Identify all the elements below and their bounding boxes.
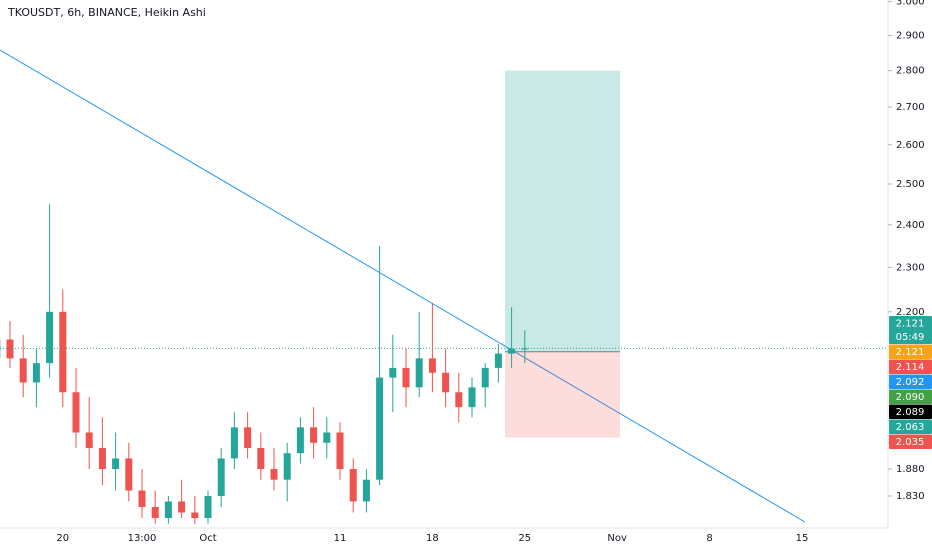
- y-tick-label: 2.300: [896, 262, 925, 273]
- chart-title: TKOUSDT, 6h, BINANCE, Heikin Ashi: [7, 6, 206, 19]
- trend-line: [0, 49, 806, 523]
- candle-body: [32, 363, 40, 383]
- price-tag-label: 2.063: [896, 422, 925, 433]
- candle-body: [481, 367, 489, 388]
- y-tick-label: 1.830: [896, 491, 925, 502]
- candle-body: [112, 458, 120, 470]
- candle-body: [296, 427, 304, 454]
- candle-body: [244, 427, 252, 448]
- candle-body: [98, 447, 106, 470]
- candle-body: [428, 358, 436, 373]
- candle-body: [283, 453, 291, 480]
- candle-body: [508, 348, 516, 354]
- y-tick-label: 2.600: [896, 140, 925, 151]
- candle-body: [151, 506, 159, 519]
- plot-area: [0, 49, 888, 524]
- price-tag: [889, 419, 932, 434]
- candle-body: [125, 458, 133, 491]
- price-tag: [889, 316, 932, 344]
- candle-body: [336, 432, 344, 470]
- candle-body: [270, 469, 278, 480]
- x-tick-label: Nov: [607, 533, 627, 544]
- candle-body: [415, 358, 423, 388]
- x-tick-label: 20: [56, 533, 69, 544]
- position-target-zone: [505, 70, 620, 352]
- candle-body: [376, 377, 384, 480]
- price-tag-label: 2.121: [896, 319, 925, 330]
- x-tick-label: 25: [518, 533, 531, 544]
- candle-body: [164, 501, 172, 519]
- y-tick-label: 2.500: [896, 179, 925, 190]
- y-tick-label: 1.880: [896, 464, 925, 475]
- y-tick-label: 2.800: [896, 66, 925, 77]
- y-tick-label: 2.200: [896, 307, 925, 318]
- x-tick-label: 11: [334, 533, 347, 544]
- candle-body: [6, 339, 14, 359]
- candle-body: [217, 458, 225, 496]
- candle-body: [72, 392, 80, 433]
- candle-body: [310, 427, 318, 443]
- price-tag-label: 2.035: [896, 437, 925, 448]
- candle-body: [349, 469, 357, 502]
- x-tick-label: 15: [796, 533, 809, 544]
- price-tag: [889, 359, 932, 374]
- position-stop-zone: [505, 351, 620, 438]
- price-tag: [889, 374, 932, 389]
- candle-body: [521, 348, 529, 350]
- price-tag-label: 2.092: [896, 377, 925, 388]
- candle-body: [468, 387, 476, 408]
- y-tick-label: 3.000: [896, 0, 925, 8]
- price-tag-label: 2.121: [896, 347, 925, 358]
- x-tick-label: 8: [706, 533, 712, 544]
- x-tick-label: 18: [426, 533, 439, 544]
- y-tick-label: 2.700: [896, 102, 925, 113]
- candle-body: [178, 501, 186, 513]
- candle-body: [323, 432, 331, 443]
- candle-body: [204, 495, 212, 519]
- candle-body: [138, 490, 146, 507]
- candle-body: [257, 447, 265, 470]
- countdown-label: 05:49: [896, 332, 925, 343]
- candle-body: [191, 512, 199, 519]
- x-tick-label: 13:00: [128, 533, 157, 544]
- x-tick-label: Oct: [199, 533, 216, 544]
- candle-body: [494, 353, 502, 368]
- candle-body: [230, 427, 238, 459]
- price-tag-label: 2.114: [896, 362, 925, 373]
- y-tick-label: 2.400: [896, 220, 925, 231]
- y-tick-label: 2.900: [896, 31, 925, 42]
- price-tag-label: 2.089: [896, 407, 925, 418]
- candle-body: [455, 392, 463, 408]
- candle-body: [362, 479, 370, 502]
- candle-body: [442, 372, 450, 393]
- price-tag: [889, 404, 932, 419]
- candle-body: [19, 358, 27, 383]
- price-tag: [889, 389, 932, 404]
- price-tag: [889, 344, 932, 359]
- candle-body: [85, 432, 93, 448]
- candle-body: [402, 367, 410, 388]
- price-tag-label: 2.090: [896, 392, 925, 403]
- candle-body: [46, 311, 54, 364]
- candle-body: [389, 367, 397, 378]
- price-tag: [889, 434, 932, 449]
- candle-body: [59, 311, 67, 393]
